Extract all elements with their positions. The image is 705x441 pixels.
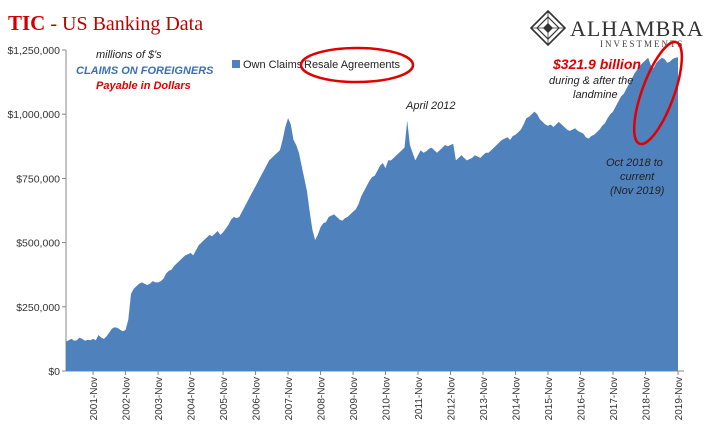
annotation-amount-line2: landmine <box>573 89 618 101</box>
chart-title-main: TIC <box>8 11 45 35</box>
annotation-amount-line1: during & after the <box>549 75 633 87</box>
x-tick-label: 2010-Nov <box>382 377 393 420</box>
x-tick-label: 2016-Nov <box>577 377 588 420</box>
chart-title: TIC - US Banking Data <box>8 11 203 35</box>
logo-emblem-icon <box>529 9 567 47</box>
chart-title-rest: - US Banking Data <box>45 13 203 35</box>
x-tick-label: 2001-Nov <box>89 377 100 420</box>
x-tick-label: 2006-Nov <box>252 377 263 420</box>
x-tick-label: 2014-Nov <box>512 377 523 420</box>
x-tick-label: 2013-Nov <box>479 377 490 420</box>
x-tick-label: 2004-Nov <box>187 377 198 420</box>
y-tick-label: $250,000 <box>16 302 60 314</box>
payable-note: Payable in Dollars <box>96 80 191 92</box>
recent-surge-highlight <box>632 40 684 146</box>
x-tick-label: 2018-Nov <box>642 377 653 420</box>
legend: Own Claims Resale Agreements <box>232 46 415 84</box>
y-tick-label: $1,250,000 <box>7 45 60 57</box>
logo-sub: Investments <box>600 39 685 49</box>
x-tick-label: 2012-Nov <box>447 377 458 420</box>
x-tick-label: 2017-Nov <box>609 377 620 420</box>
x-tick-label: 2005-Nov <box>219 377 230 420</box>
logo-name: Alhambra <box>570 16 704 41</box>
y-tick-label: $0 <box>48 366 60 378</box>
legend-highlight-ellipse <box>299 46 415 84</box>
legend-own-claims: Own Claims <box>243 59 303 71</box>
legend-resale: Resale Agreements <box>304 59 400 71</box>
x-tick-label: 2003-Nov <box>154 377 165 420</box>
x-tick-label: 2007-Nov <box>284 377 295 420</box>
x-tick-label: 2009-Nov <box>349 377 360 420</box>
legend-swatch <box>232 60 240 68</box>
y-tick-label: $1,000,000 <box>7 109 60 121</box>
logo: Alhambra Investments <box>529 9 704 49</box>
x-tick-label: 2019-Nov <box>674 377 685 420</box>
subtitle: CLAIMS ON FOREIGNERS <box>76 65 214 77</box>
x-tick-label: 2002-Nov <box>122 377 133 420</box>
series-area-own-claims <box>66 57 678 371</box>
x-tick-label: 2011-Nov <box>414 377 425 420</box>
annotation-peak: April 2012 <box>405 100 456 112</box>
annotation-amount: $321.9 billion <box>552 56 641 72</box>
annotation-period-line1: Oct 2018 to <box>606 157 663 169</box>
annotation-period-line3: (Nov 2019) <box>610 185 665 197</box>
x-ticks: 2001-Nov 2002-Nov 2003-Nov 2004-Nov 2005-Nov… <box>89 371 685 420</box>
y-ticks: $0 $250,000 $500,000 $750,000 $1,000,000 $1,2… <box>7 45 66 378</box>
x-tick-label: 2008-Nov <box>317 377 328 420</box>
y-tick-label: $500,000 <box>16 238 60 250</box>
annotation-period-line2: current <box>620 171 655 183</box>
units-note: millions of $'s <box>96 49 162 61</box>
y-tick-label: $750,000 <box>16 173 60 185</box>
x-tick-label: 2015-Nov <box>544 377 555 420</box>
